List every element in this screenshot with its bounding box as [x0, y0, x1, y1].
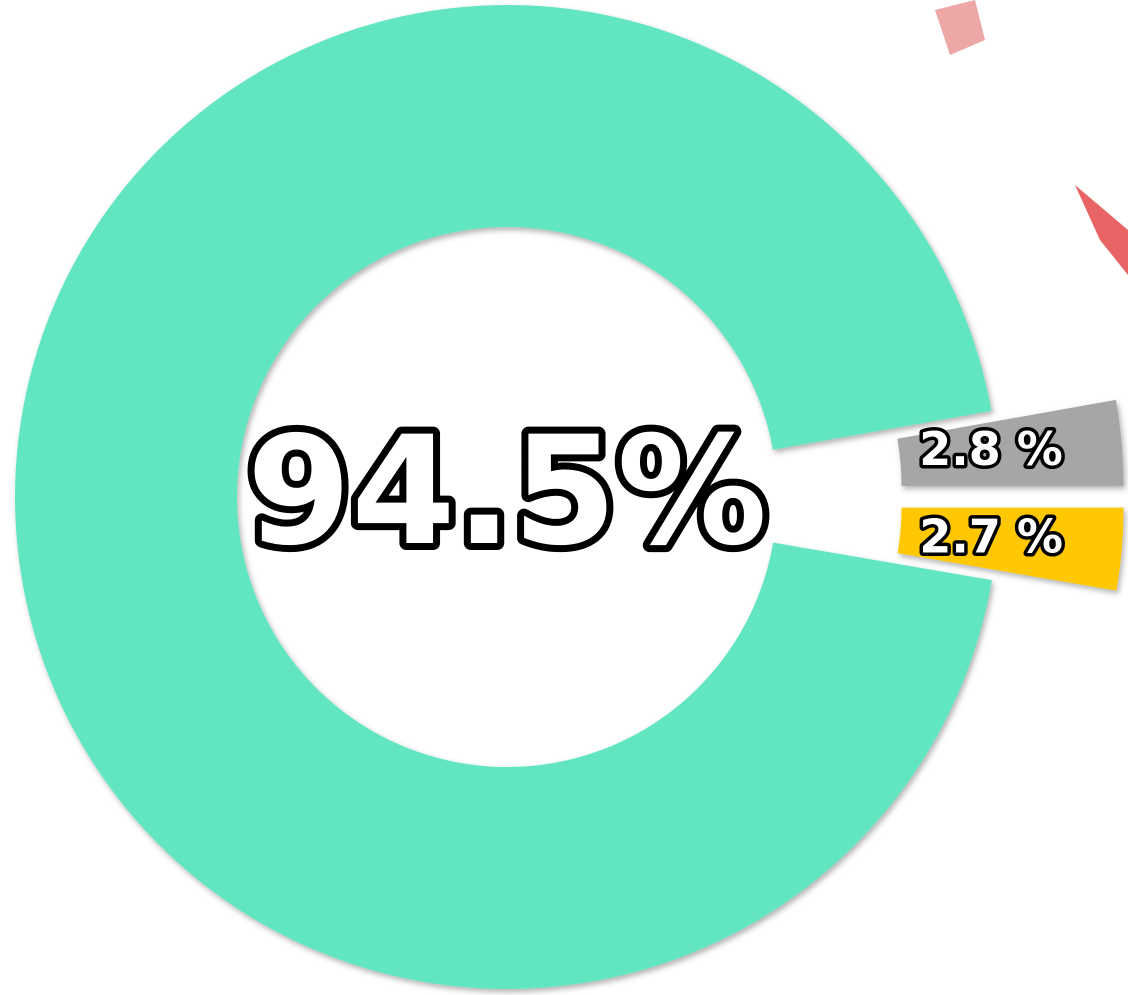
value-label: 94.5% — [247, 405, 767, 579]
decoration — [935, 0, 1128, 275]
chart: 2.8 % 2.7 % 94.5% — [0, 0, 1128, 995]
value-label: 2.8 % — [919, 422, 1063, 476]
value-label: 2.7 % — [919, 509, 1063, 563]
